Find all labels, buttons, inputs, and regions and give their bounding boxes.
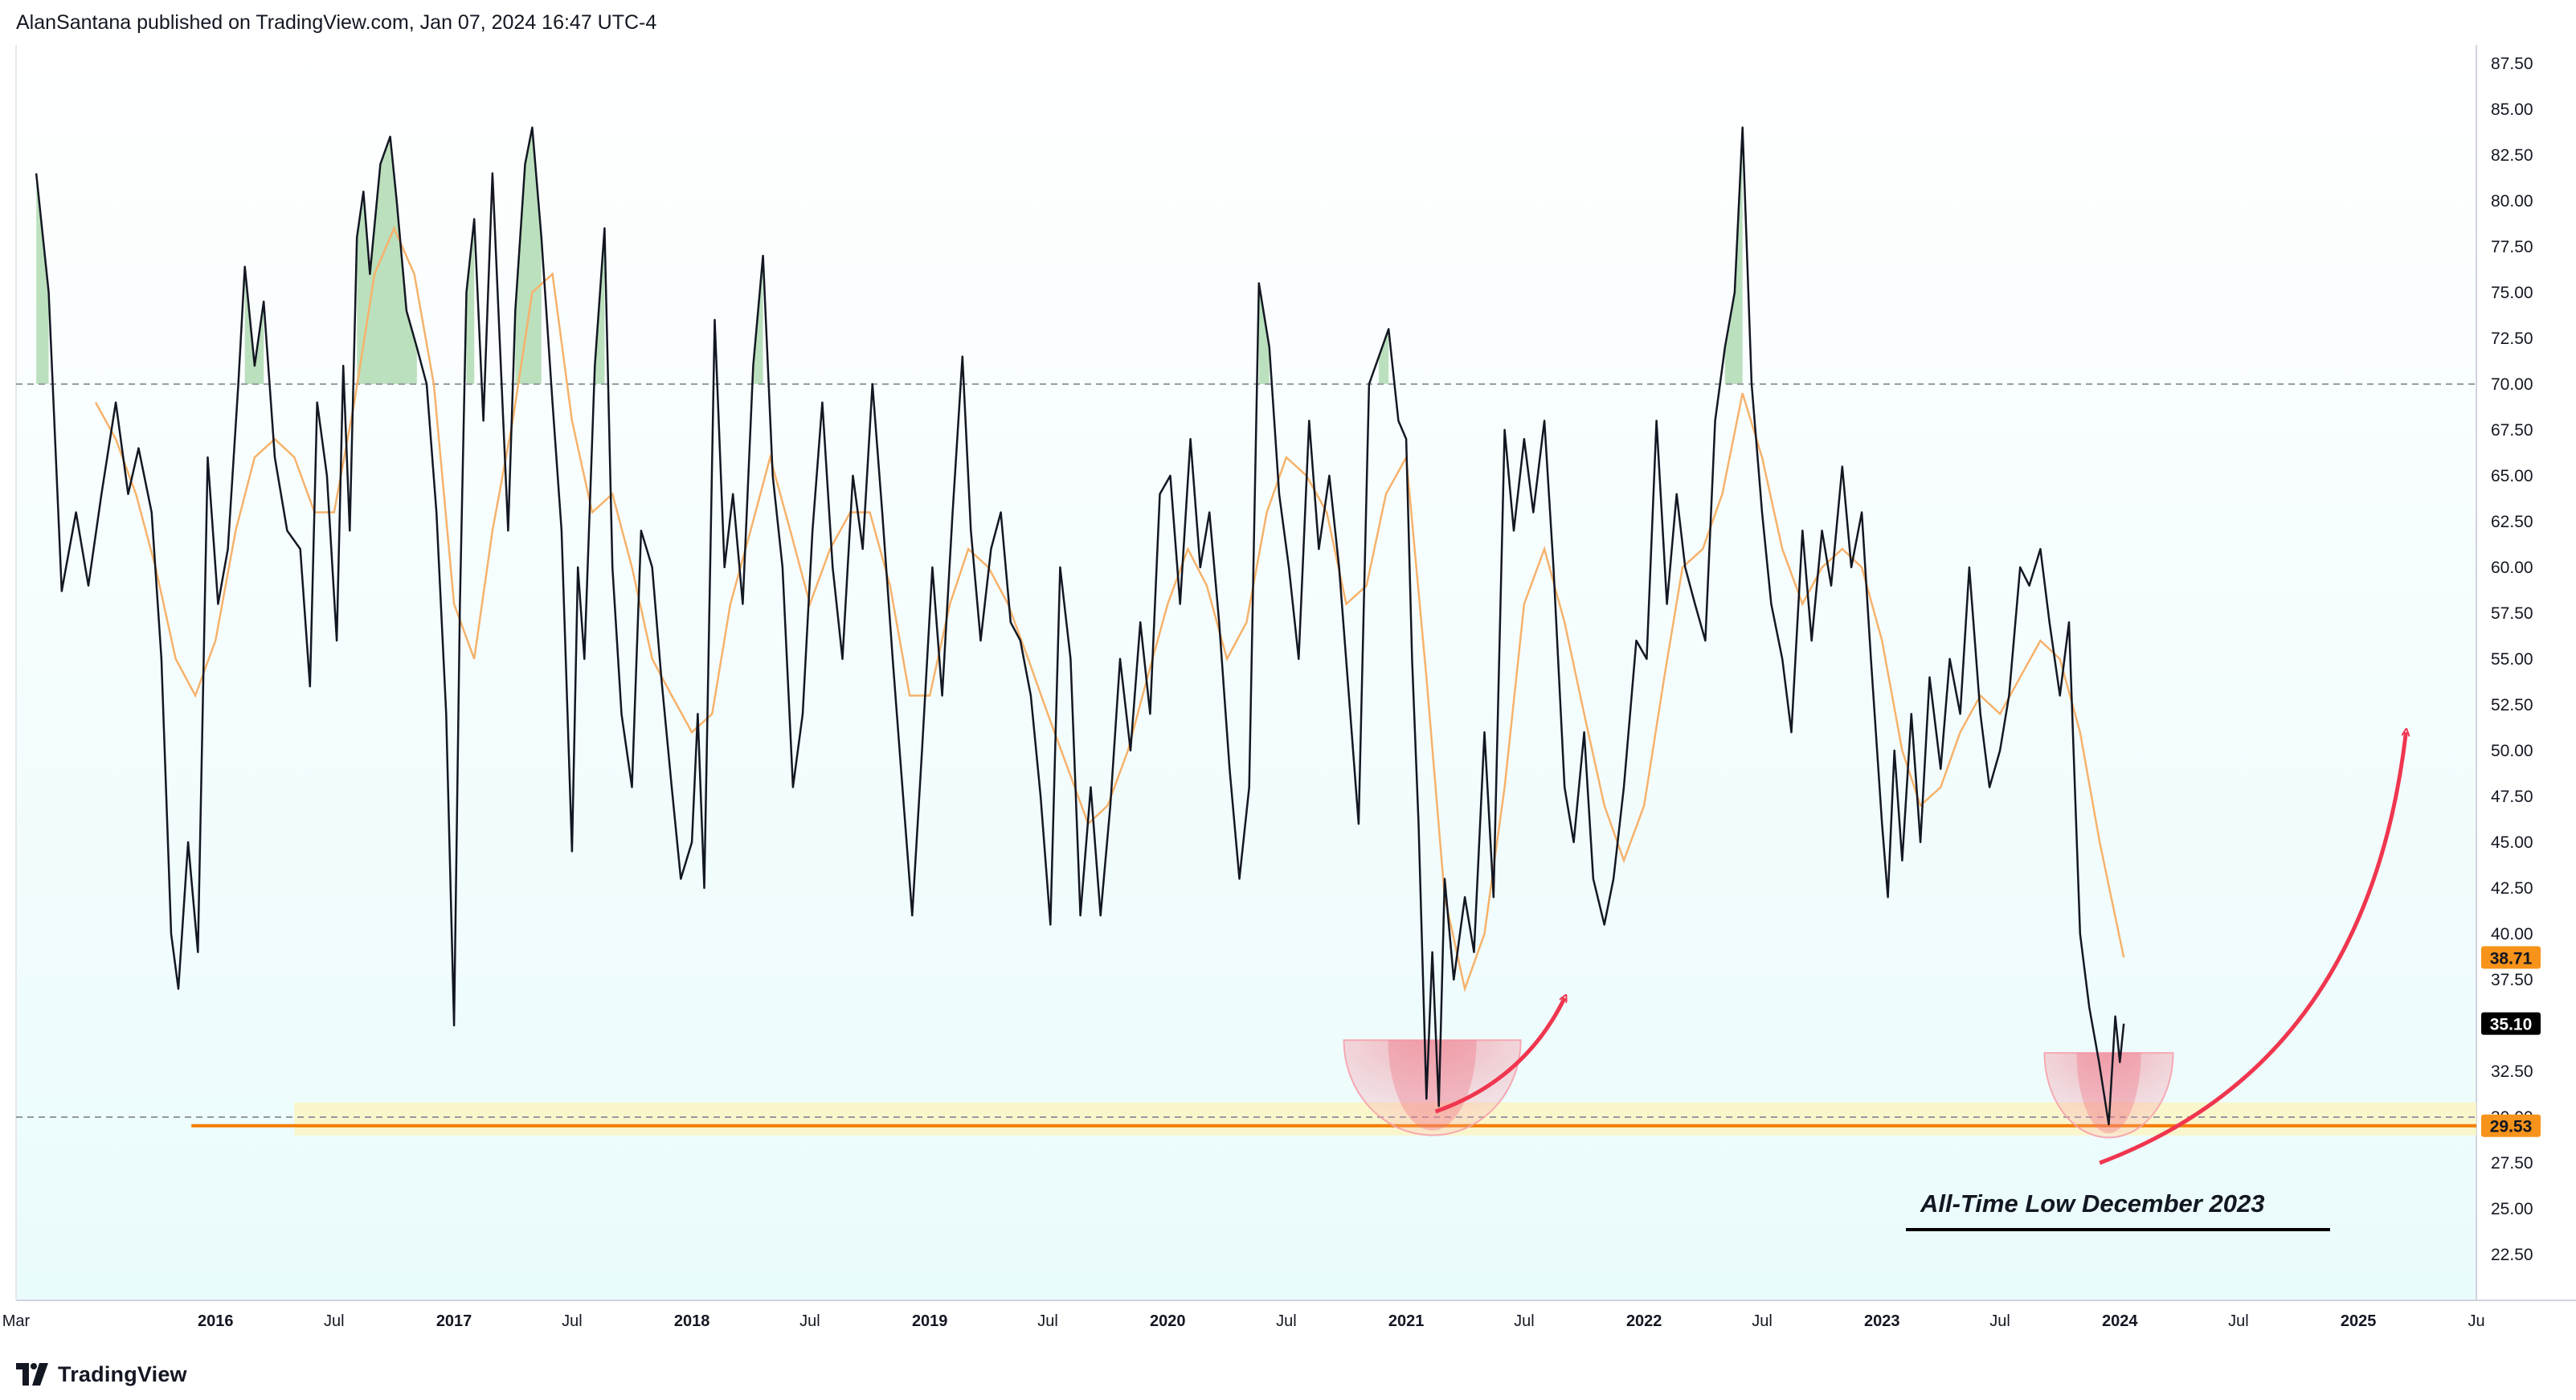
rsi-line xyxy=(35,126,2125,1126)
x-tick-label: 2025 xyxy=(2341,1312,2377,1330)
y-tick-label: 47.50 xyxy=(2491,788,2533,806)
y-tick-label: 42.50 xyxy=(2491,879,2533,898)
y-tick-label: 50.00 xyxy=(2491,742,2533,760)
x-tick-label: Jul xyxy=(1276,1312,1297,1330)
overbought-fill xyxy=(357,137,417,384)
y-tick-label: 72.50 xyxy=(2491,330,2533,348)
x-tick-label: Mar xyxy=(2,1312,31,1330)
y-tick-label: 60.00 xyxy=(2491,559,2533,577)
series-layer xyxy=(35,126,2125,1126)
y-tick-label: 75.00 xyxy=(2491,284,2533,302)
tradingview-footer[interactable]: TradingView xyxy=(16,1358,187,1390)
x-tick-label: 2024 xyxy=(2102,1312,2138,1330)
y-tick-label: 55.00 xyxy=(2491,650,2533,669)
x-tick-label: Jul xyxy=(1037,1312,1058,1330)
overbought-fill xyxy=(36,173,49,384)
overbought-fill xyxy=(1724,127,1743,384)
x-tick-label: 2021 xyxy=(1388,1312,1425,1330)
overbought-fill xyxy=(515,127,542,384)
y-tick-label: 27.50 xyxy=(2491,1154,2533,1173)
all-time-low-annotation: All-Time Low December 2023 xyxy=(1906,1189,2330,1231)
bottom-highlight-2021 xyxy=(1343,1039,1522,1136)
price-badge-label: 35.10 xyxy=(2490,1016,2533,1034)
y-tick-label: 37.50 xyxy=(2491,971,2533,989)
overbought-fill xyxy=(466,219,475,384)
x-tick-label: 2022 xyxy=(1626,1312,1662,1330)
x-tick-label: 2016 xyxy=(198,1312,234,1330)
rsi-moving-average-line xyxy=(94,225,2125,993)
recovery-arrow-2021 xyxy=(1434,998,1565,1114)
x-tick-label: 2023 xyxy=(1864,1312,1900,1330)
x-tick-label: Ju xyxy=(2468,1312,2484,1330)
price-badge-label: 38.71 xyxy=(2490,949,2533,968)
x-tick-label: 2020 xyxy=(1150,1312,1186,1330)
publisher-line: AlanSantana published on TradingView.com… xyxy=(16,11,657,34)
y-tick-label: 65.00 xyxy=(2491,467,2533,485)
price-badge-label: 29.53 xyxy=(2490,1118,2533,1136)
y-tick-label: 40.00 xyxy=(2491,925,2533,944)
y-tick-label: 32.50 xyxy=(2491,1062,2533,1081)
y-tick-label: 62.50 xyxy=(2491,513,2533,531)
y-tick-label: 57.50 xyxy=(2491,604,2533,623)
y-axis: 22.5025.0027.5030.0032.5035.0037.5040.00… xyxy=(2491,55,2533,1264)
y-tick-label: 22.50 xyxy=(2491,1246,2533,1264)
y-tick-label: 82.50 xyxy=(2491,146,2533,165)
all-time-low-label: All-Time Low December 2023 xyxy=(1920,1189,2264,1218)
overbought-fill xyxy=(244,266,264,384)
x-tick-label: Jul xyxy=(562,1312,583,1330)
y-tick-label: 52.50 xyxy=(2491,696,2533,714)
bottom-highlight-2023-inner xyxy=(2076,1053,2141,1134)
tradingview-logo-icon xyxy=(16,1363,48,1386)
x-tick-label: Jul xyxy=(1989,1312,2010,1330)
price-badge xyxy=(2481,1114,2541,1137)
price-badge xyxy=(2481,1012,2541,1035)
y-tick-label: 77.50 xyxy=(2491,238,2533,256)
tradingview-brand: TradingView xyxy=(58,1361,187,1386)
x-tick-label: Jul xyxy=(799,1312,820,1330)
x-tick-label: 2018 xyxy=(674,1312,710,1330)
y-tick-label: 87.50 xyxy=(2491,55,2533,73)
annotation-arrows xyxy=(1434,732,2406,1165)
price-badges: 38.71 35.10 29.53 xyxy=(2481,946,2541,1137)
x-tick-label: Jul xyxy=(324,1312,345,1330)
x-tick-label: Jul xyxy=(1514,1312,1535,1330)
overbought-fill xyxy=(1258,283,1270,384)
y-tick-label: 70.00 xyxy=(2491,375,2533,394)
overbought-fill xyxy=(1379,329,1389,384)
x-tick-label: Jul xyxy=(1752,1312,1773,1330)
bottom-highlight-2021-inner xyxy=(1388,1040,1477,1131)
overbought-fills xyxy=(36,127,1743,384)
bottom-highlight-2023 xyxy=(2043,1052,2174,1139)
x-tick-label: 2019 xyxy=(912,1312,948,1330)
y-tick-label: 85.00 xyxy=(2491,100,2533,119)
y-tick-label: 45.00 xyxy=(2491,833,2533,852)
y-tick-label: 80.00 xyxy=(2491,192,2533,211)
y-tick-label: 25.00 xyxy=(2491,1200,2533,1218)
x-tick-label: Jul xyxy=(2228,1312,2249,1330)
bottom-highlights xyxy=(1343,1039,2174,1139)
price-badge xyxy=(2481,946,2541,969)
x-tick-label: 2017 xyxy=(436,1312,472,1330)
y-tick-label: 67.50 xyxy=(2491,421,2533,440)
projection-arrow-2024 xyxy=(2099,732,2406,1165)
x-axis: Mar 2016 Jul 2017 Jul 2018 Jul 2019 Jul 2020 Jul 20… xyxy=(2,1312,2485,1330)
